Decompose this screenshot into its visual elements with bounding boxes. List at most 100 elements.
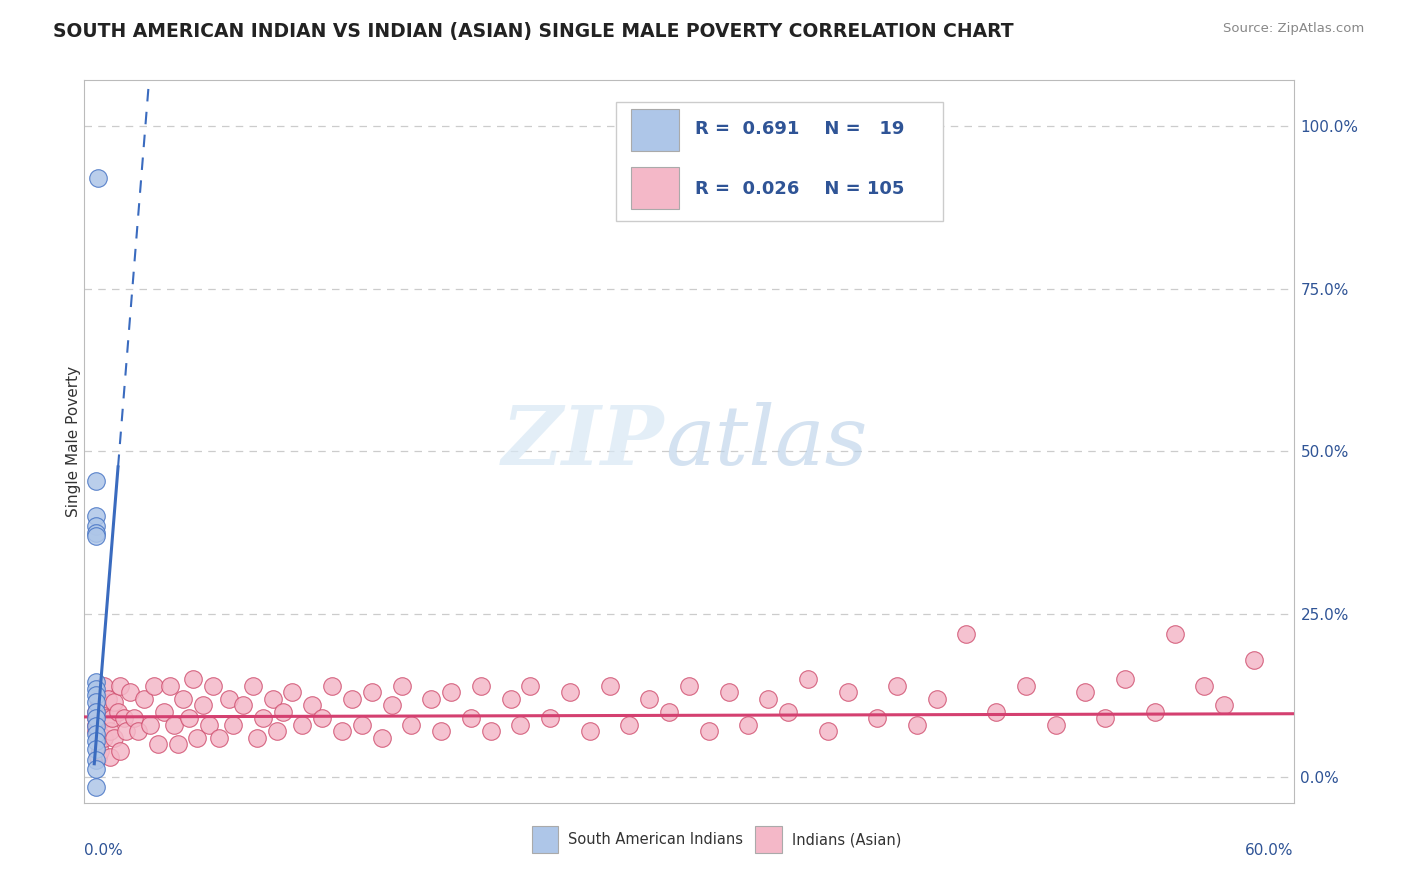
Point bbox=[115, 724, 138, 739]
Point bbox=[281, 685, 304, 699]
Point bbox=[391, 679, 413, 693]
Point bbox=[84, 711, 107, 725]
Point bbox=[84, 695, 107, 709]
Point bbox=[93, 679, 115, 693]
Point bbox=[986, 705, 1008, 719]
Point bbox=[84, 525, 107, 540]
Point bbox=[340, 691, 363, 706]
Point bbox=[202, 679, 225, 693]
Point bbox=[776, 705, 799, 719]
FancyBboxPatch shape bbox=[616, 102, 943, 221]
Point bbox=[905, 717, 928, 731]
Point bbox=[218, 691, 240, 706]
Point bbox=[84, 734, 107, 748]
Point bbox=[84, 711, 107, 725]
Point bbox=[87, 724, 110, 739]
Point bbox=[84, 529, 107, 543]
Point bbox=[291, 717, 314, 731]
Point bbox=[460, 711, 482, 725]
Point bbox=[139, 717, 162, 731]
Point bbox=[87, 750, 110, 764]
Point bbox=[108, 744, 131, 758]
Point bbox=[1015, 679, 1038, 693]
Point bbox=[717, 685, 740, 699]
Point bbox=[246, 731, 269, 745]
Point bbox=[1074, 685, 1097, 699]
Text: atlas: atlas bbox=[665, 401, 868, 482]
Point bbox=[420, 691, 443, 706]
Point bbox=[509, 717, 531, 731]
Point bbox=[638, 691, 661, 706]
Text: 0.0%: 0.0% bbox=[84, 843, 124, 857]
Point bbox=[330, 724, 353, 739]
Point bbox=[321, 679, 343, 693]
Point bbox=[84, 705, 107, 719]
Point bbox=[93, 731, 115, 745]
Point bbox=[440, 685, 463, 699]
Point bbox=[697, 724, 720, 739]
Point bbox=[118, 685, 141, 699]
Point bbox=[84, 742, 107, 756]
Point bbox=[96, 711, 118, 725]
Point bbox=[193, 698, 215, 713]
Point bbox=[84, 474, 107, 488]
Point bbox=[301, 698, 323, 713]
Point bbox=[84, 719, 107, 733]
Point bbox=[1213, 698, 1236, 713]
Point bbox=[84, 717, 107, 731]
Text: ZIP: ZIP bbox=[502, 401, 665, 482]
Point bbox=[266, 724, 288, 739]
Point bbox=[84, 780, 107, 794]
Text: SOUTH AMERICAN INDIAN VS INDIAN (ASIAN) SINGLE MALE POVERTY CORRELATION CHART: SOUTH AMERICAN INDIAN VS INDIAN (ASIAN) … bbox=[53, 22, 1014, 41]
Bar bbox=[531, 826, 558, 854]
Point bbox=[619, 717, 641, 731]
Point bbox=[1114, 672, 1136, 686]
Point bbox=[737, 717, 759, 731]
Point bbox=[159, 679, 181, 693]
Point bbox=[208, 731, 231, 745]
Point bbox=[837, 685, 859, 699]
Point bbox=[198, 717, 221, 731]
Point bbox=[886, 679, 908, 693]
Point bbox=[470, 679, 492, 693]
Point bbox=[132, 691, 155, 706]
Point bbox=[311, 711, 333, 725]
Point bbox=[112, 711, 135, 725]
Point bbox=[262, 691, 284, 706]
Point bbox=[98, 750, 121, 764]
Point bbox=[252, 711, 274, 725]
Point bbox=[381, 698, 404, 713]
Point bbox=[89, 698, 111, 713]
Point bbox=[84, 705, 107, 719]
Point bbox=[499, 691, 522, 706]
Point bbox=[1094, 711, 1116, 725]
Point bbox=[179, 711, 201, 725]
Point bbox=[1243, 652, 1265, 666]
Bar bbox=[631, 167, 679, 209]
Point bbox=[817, 724, 839, 739]
Text: Indians (Asian): Indians (Asian) bbox=[792, 832, 901, 847]
Point bbox=[103, 731, 125, 745]
Text: R =  0.026    N = 105: R = 0.026 N = 105 bbox=[695, 179, 904, 198]
Point bbox=[955, 626, 977, 640]
Point bbox=[232, 698, 254, 713]
Text: 60.0%: 60.0% bbox=[1246, 843, 1294, 857]
Point bbox=[271, 705, 294, 719]
Point bbox=[84, 727, 107, 741]
Point bbox=[658, 705, 681, 719]
Point bbox=[97, 691, 120, 706]
Point bbox=[360, 685, 382, 699]
Point bbox=[756, 691, 779, 706]
Point bbox=[678, 679, 700, 693]
Point bbox=[1194, 679, 1216, 693]
Bar bbox=[755, 826, 782, 854]
Point bbox=[925, 691, 948, 706]
Point bbox=[84, 754, 107, 768]
Point bbox=[186, 731, 208, 745]
Point bbox=[84, 519, 107, 533]
Bar bbox=[631, 109, 679, 151]
Text: Source: ZipAtlas.com: Source: ZipAtlas.com bbox=[1223, 22, 1364, 36]
Point bbox=[152, 705, 174, 719]
Point bbox=[166, 737, 188, 751]
Point bbox=[142, 679, 165, 693]
